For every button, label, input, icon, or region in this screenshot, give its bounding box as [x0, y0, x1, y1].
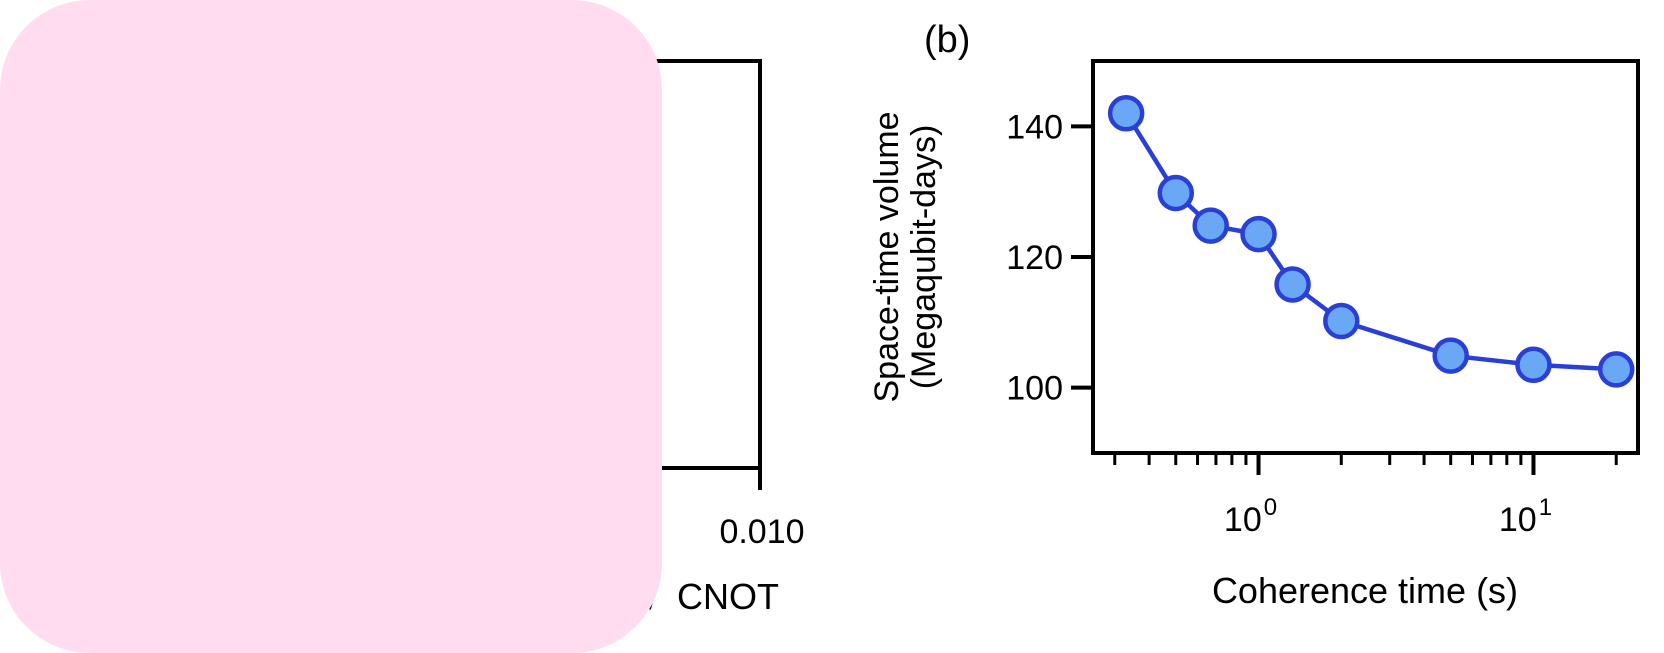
data-point-0 — [1107, 95, 1145, 132]
y-tick-label-100: 100 — [1006, 370, 1063, 408]
panel-b-axes-frame — [1091, 59, 1640, 455]
y-axis-label-line2: (Megaqubit-days) — [905, 125, 943, 390]
panel-b-label: (b) — [924, 19, 970, 61]
data-series — [1107, 95, 1635, 388]
x-tick-label-10: 101 — [1499, 494, 1552, 539]
x-axis-ticks: 100 101 — [1113, 453, 1618, 539]
y-axis-ticks: 100 120 140 — [1006, 108, 1093, 408]
data-point-4 — [1274, 266, 1311, 303]
y-axis-label: Space-time volume (Megaqubit-days) — [868, 111, 943, 402]
panel-a-xlabel-fragment: CNOT — [677, 576, 779, 617]
panel-a-xtick-label: 0.010 — [719, 513, 804, 551]
data-point-3 — [1240, 215, 1277, 253]
data-point-1 — [1157, 174, 1195, 212]
redaction-overlay — [0, 0, 662, 653]
data-point-2 — [1192, 207, 1229, 244]
panel-a: 0.010 CNOT / — [600, 59, 805, 617]
x-axis-label: Coherence time (s) — [1212, 570, 1518, 611]
x-tick-label-1: 100 — [1224, 494, 1277, 539]
data-point-6 — [1432, 337, 1469, 374]
data-point-5 — [1323, 302, 1360, 340]
y-axis-label-line1: Space-time volume — [868, 111, 906, 402]
panel-a-axes-frame — [600, 59, 762, 470]
data-point-7 — [1515, 346, 1552, 384]
x-tick-label-exponent: 0 — [1264, 494, 1277, 521]
y-tick-label-120: 120 — [1006, 239, 1063, 277]
panel-b: (b) 100 120 140 100 101 Space-time volume (… — [868, 19, 1640, 611]
x-tick-label-exponent: 1 — [1539, 494, 1552, 521]
data-point-8 — [1597, 351, 1635, 388]
y-tick-label-140: 140 — [1006, 108, 1063, 146]
series-line — [1124, 112, 1617, 372]
